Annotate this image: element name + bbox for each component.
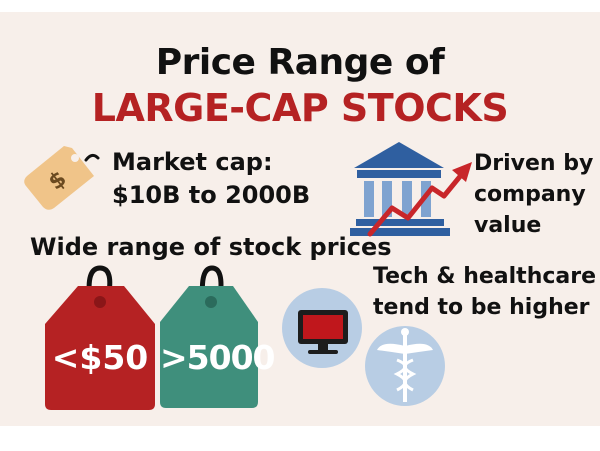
tech-healthcare-text: Tech & healthcare tend to be higher [373,261,596,323]
green-price-tag-icon [160,265,258,408]
tech-line2: tend to be higher [373,295,590,320]
driven-line2: company [474,182,586,207]
low-price-label: <$50 [51,338,149,377]
driven-line3: value [474,213,542,238]
red-price-tag-icon [45,265,155,410]
trend-arrow-icon [367,162,472,237]
monitor-icon [282,288,362,368]
price-tag-icon: $ [24,146,100,210]
caduceus-icon [365,326,445,406]
title-line1: Price Range of [155,42,445,83]
market-cap-text: Market cap: $10B to 2000B [112,146,310,212]
wide-range-text: Wide range of stock prices [30,233,392,261]
market-cap-line2: $10B to 2000B [112,181,311,209]
tech-line1: Tech & healthcare [373,264,597,289]
driven-text: Driven by company value [474,148,593,241]
title-line2: LARGE-CAP STOCKS [91,86,509,130]
market-cap-line1: Market cap: [112,148,273,176]
driven-line1: Driven by [474,151,594,176]
high-price-label: >5000 [160,338,276,377]
